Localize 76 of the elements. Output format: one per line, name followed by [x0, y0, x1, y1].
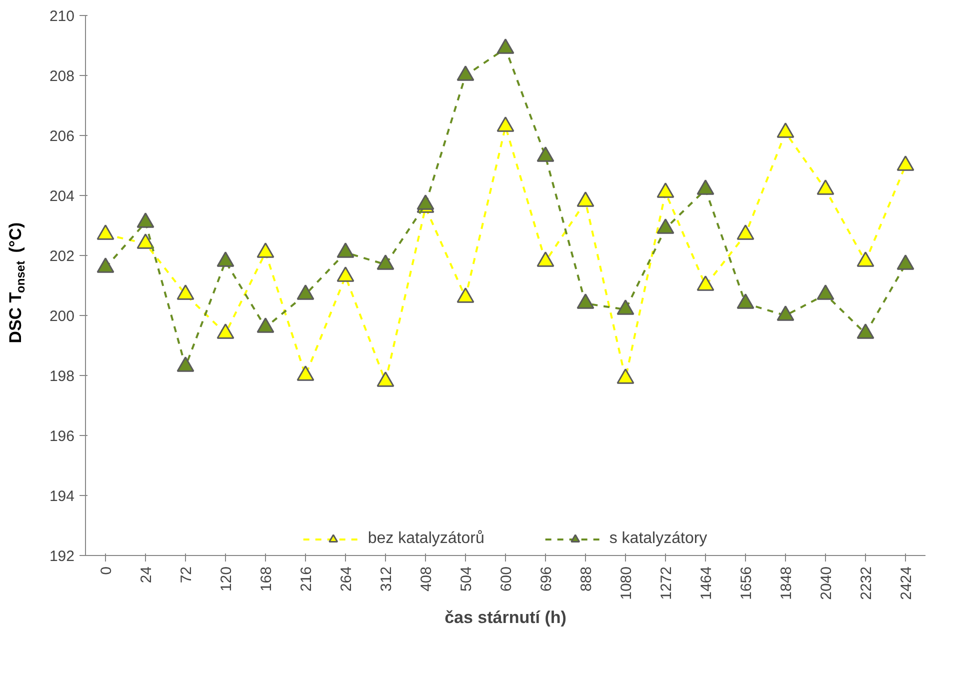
- x-tick-label: 0: [98, 566, 115, 575]
- point: [776, 306, 794, 321]
- x-tick-label: 888: [578, 566, 595, 592]
- y-axis-title: DSC Tonset (°C): [6, 222, 28, 344]
- x-tick-label: 600: [498, 566, 515, 592]
- point: [216, 252, 234, 267]
- point: [656, 218, 674, 234]
- point: [136, 212, 154, 228]
- point: [96, 258, 114, 273]
- y-tick-label: 202: [49, 248, 75, 265]
- x-tick-label: 1464: [698, 566, 715, 600]
- x-tick-label: 216: [298, 566, 315, 592]
- point: [736, 294, 754, 309]
- x-tick-label: 72: [178, 566, 195, 584]
- x-tick-label: 1848: [778, 566, 795, 600]
- point: [296, 366, 314, 381]
- legend-label: s katalyzátory: [609, 530, 708, 548]
- point: [856, 324, 874, 339]
- y-tick-label: 196: [49, 428, 75, 445]
- x-tick-label: 2232: [858, 566, 875, 600]
- y-tick-label: 208: [49, 68, 75, 85]
- x-tick-label: 1080: [618, 566, 635, 600]
- x-tick-label: 1656: [738, 566, 755, 600]
- x-tick-label: 504: [458, 566, 475, 592]
- point: [136, 234, 154, 249]
- point: [616, 300, 634, 315]
- point: [896, 156, 914, 171]
- point: [576, 294, 594, 309]
- point: [496, 38, 514, 54]
- point: [456, 288, 474, 303]
- y-tick-label: 192: [49, 548, 75, 565]
- point: [456, 66, 474, 81]
- point: [216, 324, 234, 339]
- point: [736, 224, 754, 240]
- y-tick-label: 200: [49, 308, 75, 325]
- legend-label: bez katalyzátorů: [368, 530, 484, 548]
- point: [336, 242, 354, 258]
- point: [776, 122, 794, 138]
- x-tick-label: 2424: [898, 566, 915, 600]
- x-tick-label: 408: [418, 566, 435, 592]
- point: [616, 368, 634, 384]
- point: [856, 252, 874, 267]
- x-tick-label: 1272: [658, 566, 675, 600]
- y-tick-label: 194: [49, 488, 75, 505]
- y-tick-label: 198: [49, 368, 75, 385]
- point: [896, 254, 914, 270]
- point: [416, 194, 434, 210]
- point: [176, 284, 194, 300]
- point: [536, 146, 554, 162]
- point: [176, 356, 194, 372]
- point: [656, 182, 674, 198]
- y-tick-label: 206: [49, 128, 75, 145]
- point: [376, 372, 394, 387]
- x-tick-label: 168: [258, 566, 275, 592]
- point: [496, 116, 514, 132]
- x-tick-label: 696: [538, 566, 555, 592]
- point: [376, 254, 394, 270]
- x-tick-label: 312: [378, 566, 395, 592]
- x-axis-title: čas stárnutí (h): [444, 608, 566, 627]
- x-tick-label: 24: [138, 566, 155, 584]
- x-tick-label: 264: [338, 566, 355, 592]
- point: [536, 252, 554, 267]
- y-tick-label: 210: [49, 8, 75, 25]
- point: [96, 224, 114, 240]
- point: [256, 242, 274, 258]
- point: [696, 180, 714, 195]
- point: [336, 266, 354, 282]
- point: [816, 180, 834, 195]
- x-tick-label: 2040: [818, 566, 835, 600]
- y-tick-label: 204: [49, 188, 75, 205]
- point: [696, 276, 714, 291]
- x-tick-label: 120: [218, 566, 235, 592]
- point: [576, 192, 594, 207]
- point: [256, 318, 274, 333]
- point: [816, 284, 834, 300]
- point: [296, 284, 314, 300]
